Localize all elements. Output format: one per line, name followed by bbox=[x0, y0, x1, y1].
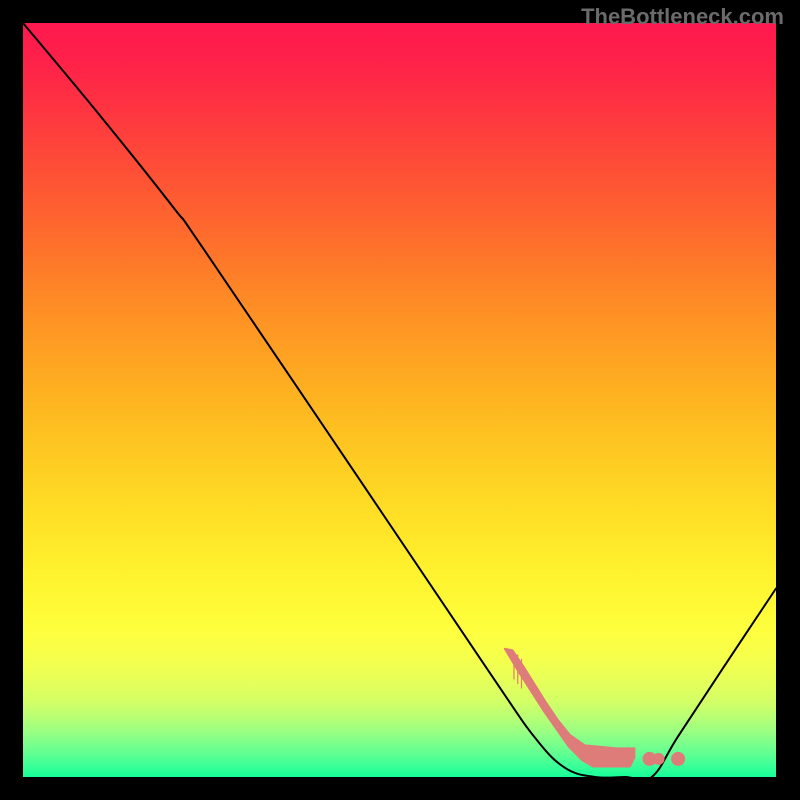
chart-container: TheBottleneck.com bbox=[0, 0, 800, 800]
chart-svg bbox=[0, 0, 800, 800]
plot-background bbox=[23, 23, 776, 777]
watermark-text: TheBottleneck.com bbox=[581, 4, 784, 30]
blob-dot bbox=[671, 752, 685, 766]
blob-dot bbox=[653, 753, 665, 765]
